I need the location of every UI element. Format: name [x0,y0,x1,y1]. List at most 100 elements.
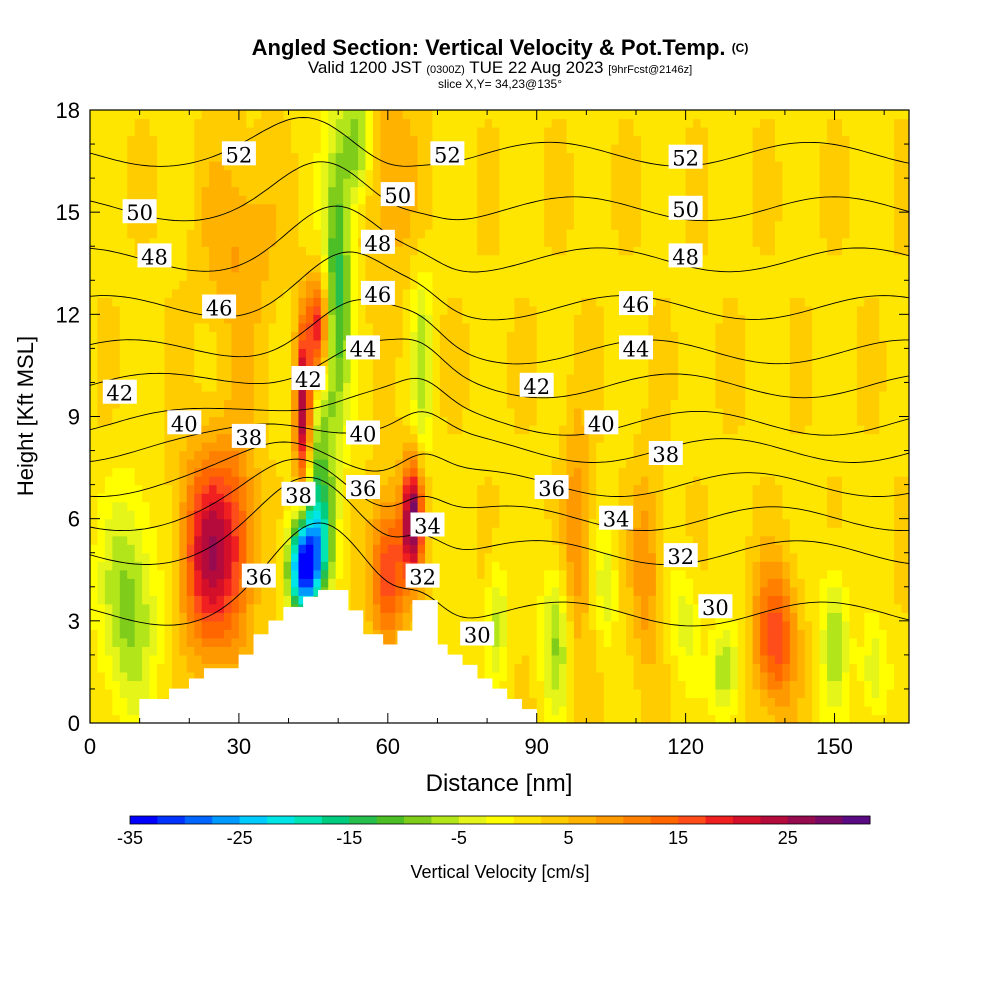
velocity-cell [492,314,501,324]
velocity-cell [127,442,136,452]
velocity-cell [97,450,106,460]
velocity-cell [194,229,203,239]
velocity-cell [328,203,337,213]
velocity-cell [194,493,203,503]
velocity-cell [261,501,270,511]
velocity-cell [209,569,218,579]
velocity-cell [209,331,218,341]
velocity-cell [529,407,538,418]
velocity-cell [171,178,180,188]
velocity-cell [335,373,344,384]
velocity-cell [171,612,180,622]
velocity-cell [514,144,523,154]
velocity-cell [231,271,240,281]
velocity-cell [439,578,448,588]
velocity-cell [328,467,337,477]
velocity-cell [425,382,434,392]
velocity-cell [566,110,575,120]
velocity-cell [171,476,180,486]
velocity-cell [462,118,471,128]
velocity-cell [246,178,255,188]
velocity-cell [536,331,545,341]
velocity-cell [194,510,203,520]
velocity-cell [119,416,128,426]
velocity-cell [149,510,158,520]
velocity-cell [581,118,590,128]
velocity-cell [216,246,225,256]
velocity-cell [581,152,590,162]
velocity-cell [149,305,158,315]
velocity-cell [231,595,240,605]
velocity-cell [112,314,121,324]
velocity-cell [179,595,188,605]
velocity-cell [477,339,486,349]
velocity-cell [313,229,322,239]
velocity-cell [492,459,501,469]
velocity-cell [395,484,404,494]
chart-title-mark: (C) [731,41,749,55]
velocity-cell [231,603,240,613]
velocity-cell [343,518,352,528]
velocity-cell [283,510,292,520]
velocity-cell [238,127,247,137]
velocity-cell [566,127,575,137]
velocity-cell [283,110,292,120]
velocity-cell [164,203,173,213]
velocity-cell [447,161,456,171]
velocity-cell [499,118,508,128]
velocity-cell [268,263,277,273]
velocity-cell [328,331,337,341]
velocity-cell [261,552,270,562]
velocity-cell [313,144,322,154]
velocity-cell [231,356,240,367]
velocity-cell [454,407,463,418]
velocity-cell [104,586,113,596]
velocity-cell [283,561,292,571]
velocity-cell [305,544,314,554]
velocity-cell [320,246,329,256]
velocity-cell [536,365,545,375]
velocity-cell [231,118,240,128]
velocity-cell [559,646,568,656]
velocity-cell [283,246,292,256]
velocity-cell [343,373,352,384]
velocity-cell [194,518,203,528]
velocity-cell [454,365,463,375]
velocity-cell [596,459,605,469]
velocity-cell [439,425,448,435]
velocity-cell [402,382,411,392]
velocity-cell [544,280,553,290]
velocity-cell [127,322,136,332]
velocity-cell [201,322,210,332]
velocity-cell [454,203,463,213]
velocity-cell [521,127,530,137]
velocity-cell [149,688,158,699]
velocity-cell [119,637,128,647]
velocity-cell [402,229,411,239]
velocity-cell [171,586,180,596]
velocity-cell [134,544,143,554]
velocity-cell [164,161,173,171]
velocity-cell [395,561,404,571]
velocity-cell [224,322,233,332]
velocity-cell [544,365,553,375]
velocity-cell [171,229,180,239]
velocity-cell [328,476,337,486]
velocity-cell [238,544,247,554]
velocity-cell [164,578,173,588]
velocity-cell [224,484,233,494]
velocity-cell [484,348,493,358]
velocity-cell [298,544,307,554]
velocity-cell [559,297,568,307]
velocity-cell [596,356,605,367]
velocity-cell [447,237,456,247]
velocity-cell [104,348,113,358]
velocity-cell [335,169,344,179]
velocity-cell [588,246,597,256]
velocity-cell [179,127,188,137]
velocity-cell [142,416,151,426]
velocity-cell [581,680,590,690]
velocity-cell [268,152,277,162]
velocity-cell [454,450,463,460]
velocity-cell [343,578,352,588]
